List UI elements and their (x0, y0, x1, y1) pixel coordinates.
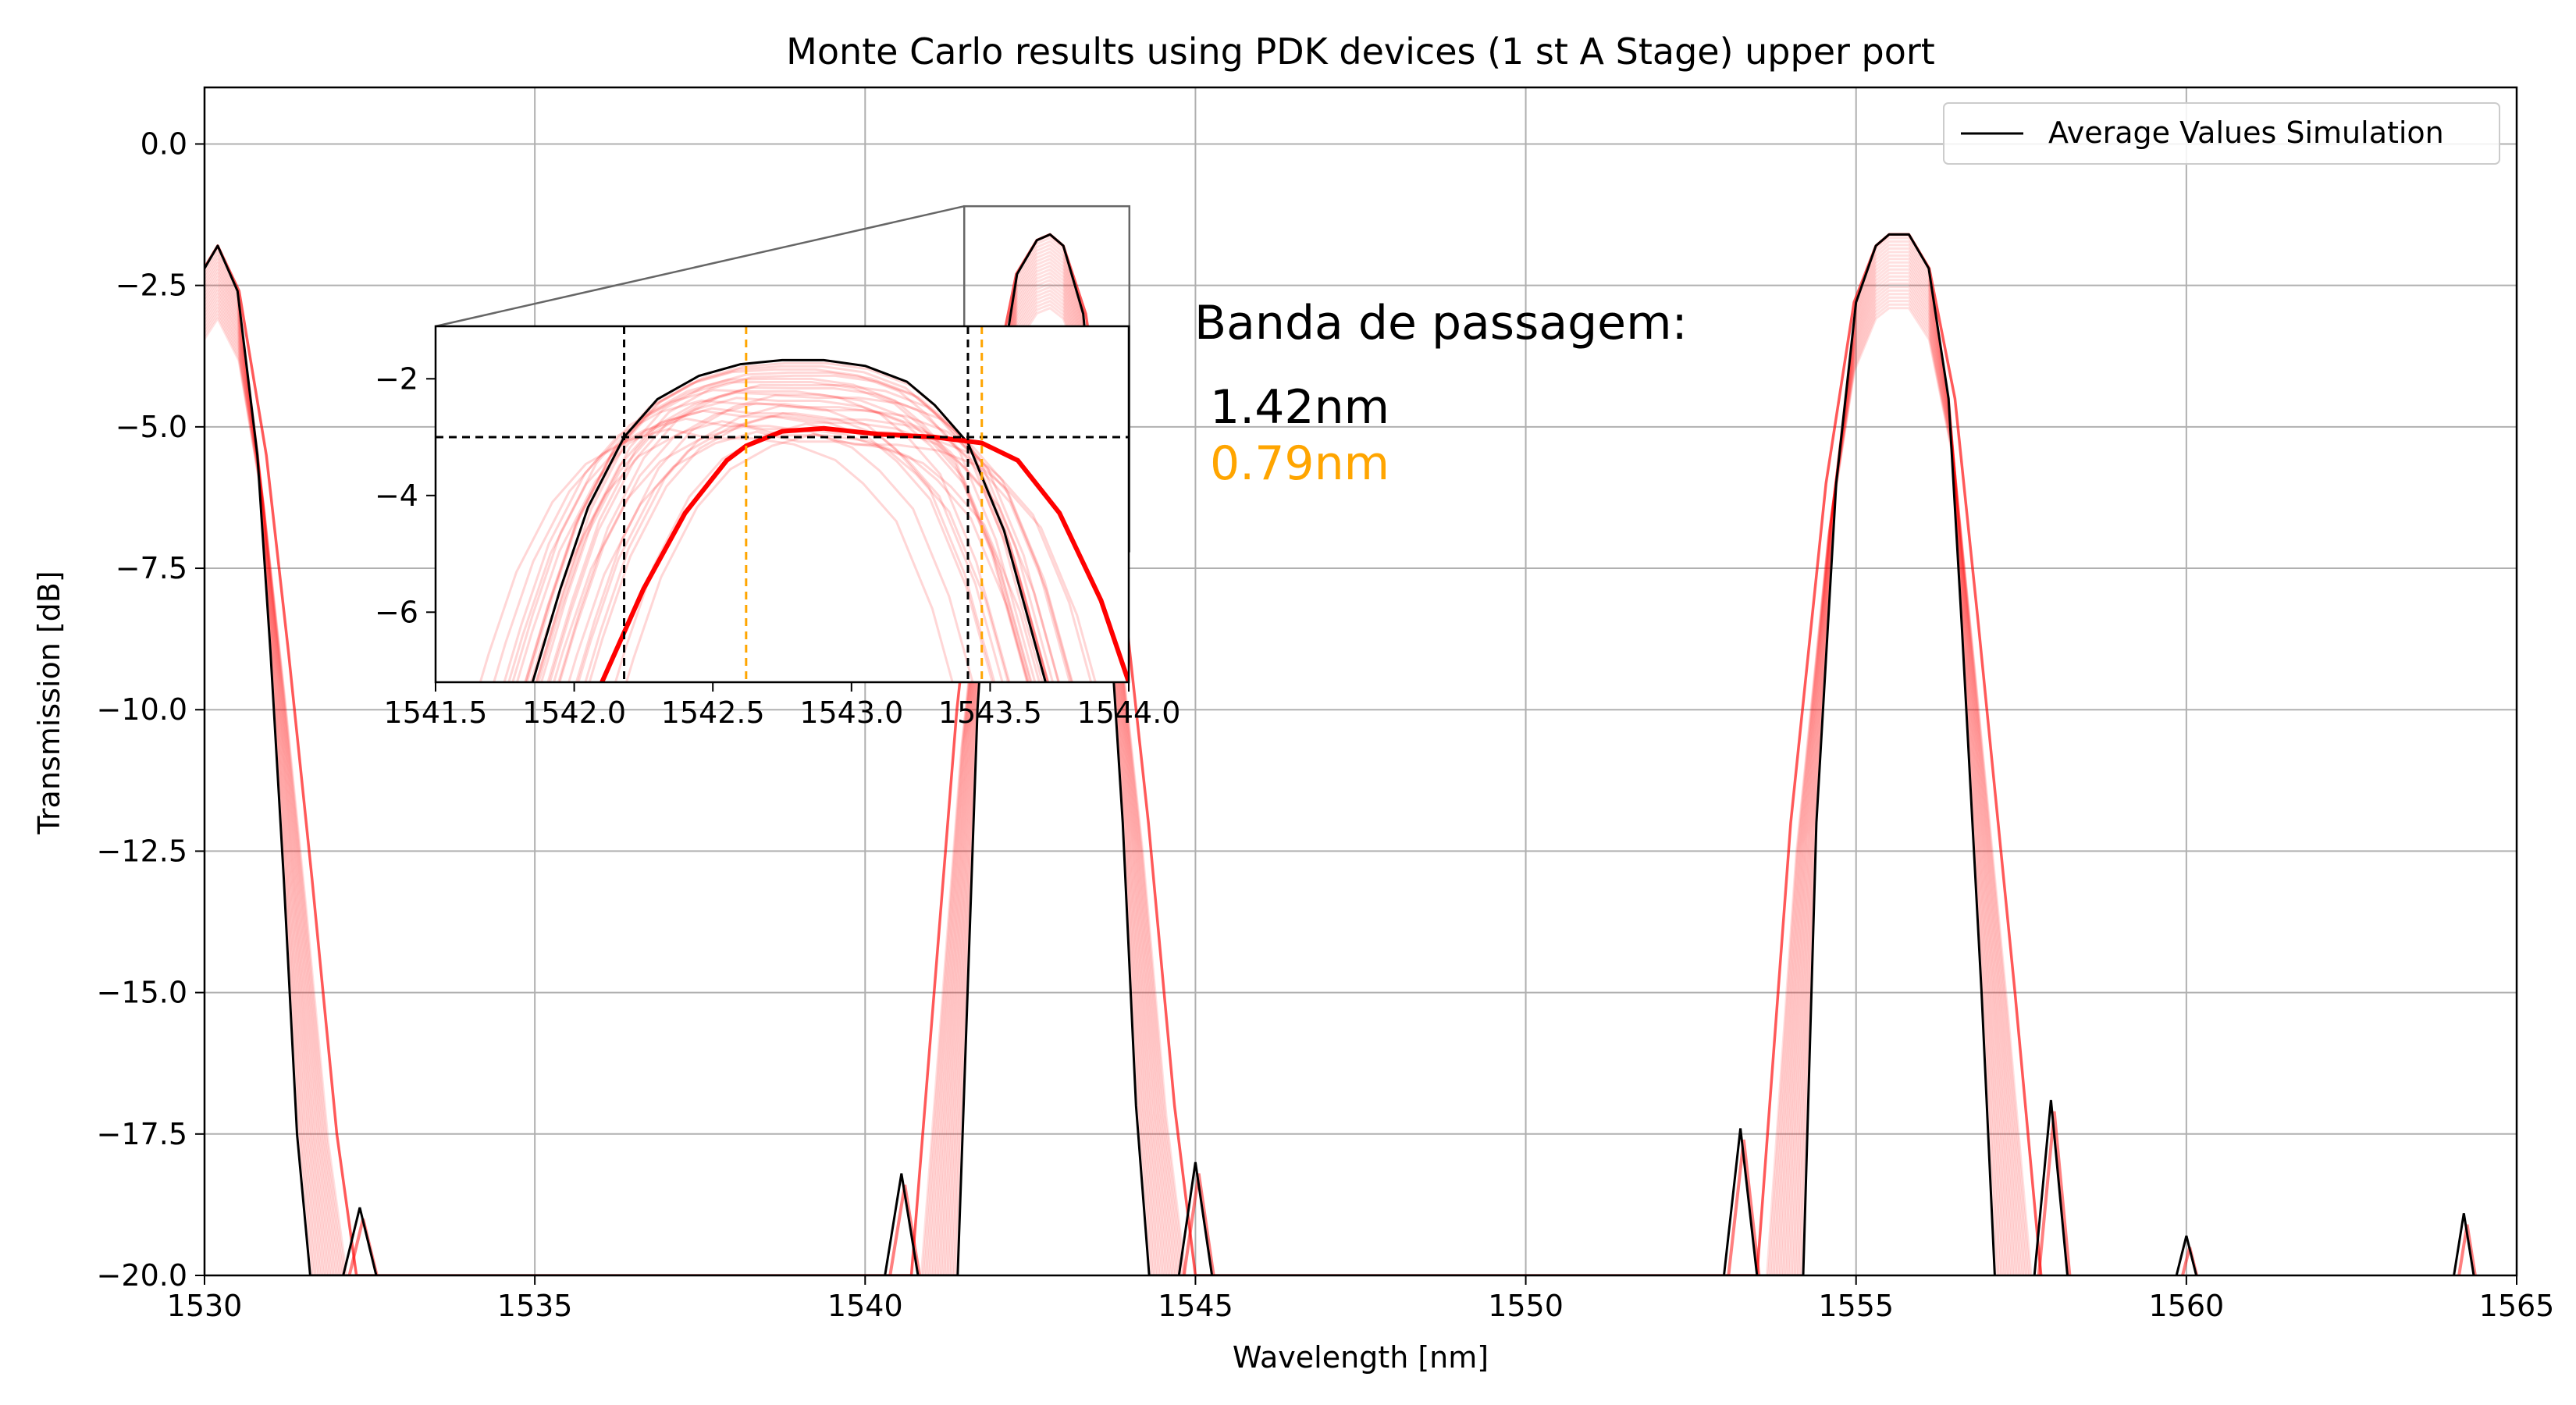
x-tick-label: 1555 (1818, 1289, 1894, 1323)
inset-average-line (531, 358, 1047, 682)
monte-carlo-side-lobe (888, 1184, 921, 1275)
chart-title: Monte Carlo results using PDK devices (1… (786, 30, 1935, 73)
zoom-connector (435, 205, 965, 328)
average-side-lobe (884, 1173, 920, 1275)
inset-x-tick-label: 1541.5 (384, 695, 488, 730)
inset-worst-case-line (600, 425, 1129, 682)
average-bandwidth-label: 1.42nm (1210, 380, 1389, 435)
inset-x-tick-label: 1542.0 (522, 695, 626, 730)
inset-y-tick-label: −6 (375, 595, 418, 629)
inset-monte-carlo-trace (493, 417, 974, 682)
main-ticks: 1530 1535 1540 1545 1550 1555 1560 1565 0.0 −2.5 −… (97, 126, 2555, 1323)
x-tick-label: 1560 (2148, 1289, 2224, 1323)
x-tick-label: 1535 (497, 1289, 573, 1323)
inset-monte-carlo-trace (529, 420, 1009, 682)
mc-bandwidth-label: 0.79nm (1210, 436, 1389, 491)
inset-monte-carlo-trace (552, 425, 1030, 682)
average-side-lobe (2033, 1100, 2069, 1275)
bandwidth-heading: Banda de passagem: (1194, 296, 1688, 350)
monte-carlo-side-lobe (1727, 1139, 1761, 1275)
inset-monte-carlo-trace (577, 414, 1060, 682)
inset-monte-carlo-trace (537, 397, 1032, 682)
inset-monte-carlo-trace (503, 399, 996, 682)
monte-carlo-side-lobe (2037, 1111, 2072, 1275)
average-side-lobe (1723, 1128, 1759, 1275)
inset-monte-carlo-trace (558, 401, 1050, 682)
average-side-lobe (1177, 1161, 1214, 1275)
inset-monte-carlo-trace (575, 393, 1071, 682)
x-tick-label: 1565 (2479, 1289, 2555, 1323)
inset-x-tick-label: 1543.5 (938, 695, 1042, 730)
inset-monte-carlo-trace (557, 383, 1060, 682)
legend: Average Values Simulation (1943, 102, 2500, 165)
legend-average-label: Average Values Simulation (2048, 116, 2444, 150)
inset-monte-carlo-trace (515, 407, 1004, 682)
y-tick-label: −12.5 (97, 834, 187, 868)
average-side-lobe (2453, 1213, 2475, 1275)
main-plot-frame (203, 86, 2518, 1277)
inset-monte-carlo-trace (568, 430, 1041, 682)
inset-x-tick-label: 1542.5 (661, 695, 765, 730)
inset-y-tick-label: −4 (375, 478, 418, 513)
inset-monte-carlo-trace (584, 404, 1074, 682)
average-side-lobe (342, 1207, 378, 1275)
inset-monte-carlo-trace (507, 409, 994, 682)
inset-monte-carlo-trace (479, 428, 954, 682)
x-tick-label: 1545 (1158, 1289, 1233, 1323)
average-side-lobe (2175, 1235, 2198, 1275)
x-axis-label: Wavelength [nm] (1233, 1340, 1489, 1375)
x-tick-label: 1540 (827, 1289, 903, 1323)
y-tick-label: −15.0 (97, 976, 187, 1010)
y-tick-label: −20.0 (97, 1258, 187, 1293)
inset-chart: 1541.5 1542.0 1542.5 1543.0 1543.5 1544.0 −2 −4… (375, 325, 1181, 730)
inset-monte-carlo-trace (524, 381, 1029, 682)
y-tick-label: −17.5 (97, 1117, 187, 1151)
inset-x-tick-label: 1544.0 (1077, 695, 1181, 730)
inset-x-tick-label: 1543.0 (799, 695, 903, 730)
y-tick-label: −7.5 (116, 551, 187, 585)
x-tick-label: 1530 (167, 1289, 243, 1323)
inset-curves (436, 326, 1129, 682)
x-tick-label: 1550 (1488, 1289, 1564, 1323)
y-tick-label: 0.0 (141, 126, 187, 161)
y-tick-label: −2.5 (116, 269, 187, 303)
inset-ticks: 1541.5 1542.0 1542.5 1543.0 1543.5 1544.0 −2 −4… (375, 361, 1181, 730)
monte-carlo-side-lobe (2457, 1224, 2477, 1275)
y-tick-label: −5.0 (116, 410, 187, 444)
y-axis-label: Transmission [dB] (32, 571, 66, 834)
inset-monte-carlo-trace (511, 389, 1011, 682)
inset-monte-carlo-trace (588, 412, 1073, 682)
inset-monte-carlo-trace (524, 377, 1030, 682)
monte-carlo-side-lobe (1182, 1173, 1215, 1275)
inset-monte-carlo-trace (624, 432, 1097, 682)
inset-y-tick-label: −2 (375, 361, 418, 396)
legend-box (1943, 102, 2500, 165)
inset-monte-carlo-trace (548, 386, 1050, 682)
inset-monte-carlo-trace (535, 391, 1033, 682)
y-tick-label: −10.0 (97, 692, 187, 727)
inset-frame (434, 325, 1130, 684)
